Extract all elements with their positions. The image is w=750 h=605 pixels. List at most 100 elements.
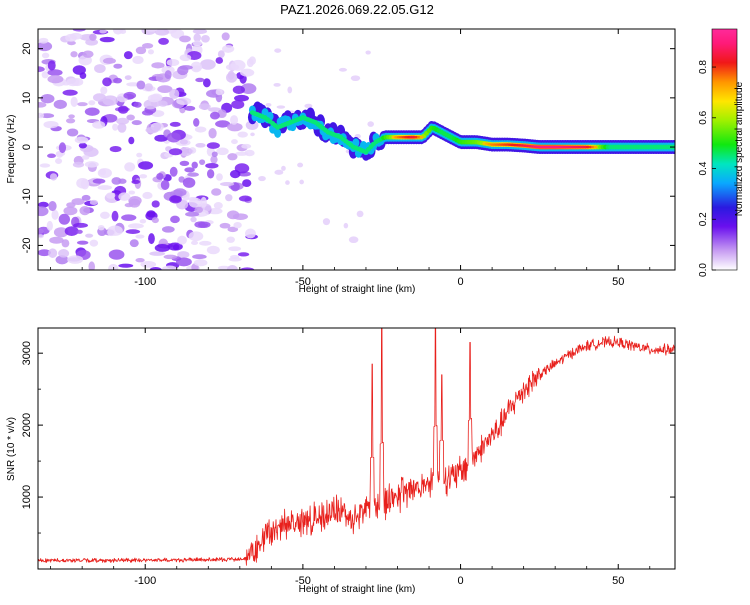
noise-blob bbox=[161, 65, 175, 75]
noise-blob bbox=[117, 122, 127, 133]
noise-blob bbox=[117, 105, 129, 114]
colorbar-tick-label: 0.6 bbox=[698, 110, 709, 124]
noise-blob bbox=[84, 107, 100, 116]
noise-blob bbox=[80, 178, 90, 190]
noise-blob bbox=[211, 151, 218, 158]
noise-blob bbox=[41, 52, 50, 59]
noise-blob bbox=[213, 202, 223, 210]
noise-blob bbox=[47, 75, 64, 84]
noise-blob bbox=[281, 165, 286, 171]
spectrogram-ridge bbox=[247, 101, 675, 161]
snr-xlabel: Height of straight line (km) bbox=[299, 584, 416, 595]
noise-blob bbox=[215, 88, 223, 96]
colorbar-tick-label: 0.4 bbox=[698, 161, 709, 175]
noise-blob bbox=[226, 264, 238, 270]
noise-blob bbox=[274, 48, 282, 53]
noise-blob bbox=[228, 257, 242, 262]
noise-blob bbox=[163, 254, 178, 260]
noise-blob bbox=[146, 210, 156, 218]
noise-blob bbox=[136, 80, 146, 90]
x-tick-label: -100 bbox=[134, 575, 156, 587]
noise-blob bbox=[250, 132, 255, 137]
noise-blob bbox=[191, 161, 198, 169]
noise-blob bbox=[273, 82, 281, 87]
noise-blob bbox=[237, 131, 248, 138]
noise-blob bbox=[38, 249, 51, 257]
colorbar: 0.0 0.2 0.4 0.6 0.8 Normalized spectral ampl… bbox=[698, 28, 745, 277]
noise-blob bbox=[230, 115, 239, 125]
noise-blob bbox=[142, 191, 153, 199]
figure-title: PAZ1.2026.069.22.05.G12 bbox=[280, 2, 434, 17]
noise-blob bbox=[99, 36, 115, 43]
noise-blob bbox=[38, 112, 45, 119]
noise-blob bbox=[166, 132, 181, 143]
noise-blob bbox=[190, 216, 197, 223]
noise-blob bbox=[131, 120, 142, 126]
noise-blob bbox=[39, 163, 51, 168]
noise-blob bbox=[190, 61, 202, 73]
noise-blob bbox=[81, 155, 90, 160]
spectrogram-xlabel: Height of straight line (km) bbox=[299, 284, 416, 295]
noise-blob bbox=[128, 136, 135, 145]
noise-blob bbox=[240, 68, 255, 77]
noise-blob bbox=[49, 173, 58, 181]
noise-blob bbox=[219, 182, 235, 187]
noise-blob bbox=[175, 257, 192, 267]
noise-blob bbox=[135, 46, 147, 55]
noise-blob bbox=[227, 153, 238, 161]
noise-blob bbox=[184, 105, 196, 111]
noise-blob bbox=[244, 149, 255, 157]
noise-blob bbox=[89, 239, 99, 247]
noise-blob bbox=[206, 142, 220, 149]
noise-blob bbox=[177, 251, 190, 259]
noise-blob bbox=[226, 210, 240, 220]
noise-blob bbox=[285, 180, 290, 185]
noise-blob bbox=[221, 32, 230, 41]
noise-blob bbox=[151, 200, 160, 208]
noise-blob bbox=[154, 243, 171, 252]
noise-blob bbox=[233, 221, 242, 229]
spectrogram-panel: 20 10 0 -10 -20 -100 -50 0 50 Height of straigh… bbox=[6, 28, 676, 295]
noise-blob bbox=[193, 259, 208, 267]
noise-blob bbox=[113, 63, 123, 69]
noise-blob bbox=[72, 65, 86, 75]
noise-blob bbox=[127, 223, 144, 229]
noise-blob bbox=[217, 50, 225, 59]
noise-blob bbox=[160, 179, 170, 191]
y-tick-label: 2000 bbox=[21, 413, 33, 437]
noise-blob bbox=[148, 233, 155, 245]
noise-blob bbox=[135, 258, 145, 263]
noise-blob bbox=[299, 179, 304, 185]
noise-blob bbox=[161, 265, 178, 270]
noise-blob bbox=[58, 142, 67, 154]
noise-blob bbox=[100, 86, 108, 95]
noise-blob bbox=[97, 168, 112, 178]
noise-blob bbox=[46, 220, 53, 231]
spectrogram-y-axis: 20 10 0 -10 -20 bbox=[21, 43, 675, 253]
noise-blob bbox=[151, 217, 159, 224]
noise-blob bbox=[297, 162, 304, 168]
noise-blob bbox=[38, 37, 49, 44]
noise-blob bbox=[141, 43, 154, 49]
noise-blob bbox=[113, 77, 123, 84]
noise-blob bbox=[356, 210, 364, 218]
noise-blob bbox=[225, 194, 233, 202]
noise-blob bbox=[89, 199, 98, 206]
noise-blob bbox=[350, 75, 361, 82]
ridge-peak bbox=[593, 145, 598, 149]
noise-blob bbox=[245, 228, 256, 239]
noise-blob bbox=[70, 96, 78, 107]
noise-blob bbox=[77, 102, 88, 107]
noise-blob bbox=[202, 78, 211, 88]
noise-blob bbox=[94, 64, 106, 73]
noise-blob bbox=[208, 128, 217, 139]
noise-blob bbox=[215, 120, 231, 128]
noise-blob bbox=[199, 240, 212, 246]
noise-blob bbox=[245, 120, 259, 131]
snr-series-line bbox=[38, 328, 675, 566]
noise-blob bbox=[54, 158, 63, 164]
noise-blob bbox=[238, 195, 252, 202]
noise-blob bbox=[274, 169, 284, 175]
noise-blob bbox=[92, 178, 106, 184]
